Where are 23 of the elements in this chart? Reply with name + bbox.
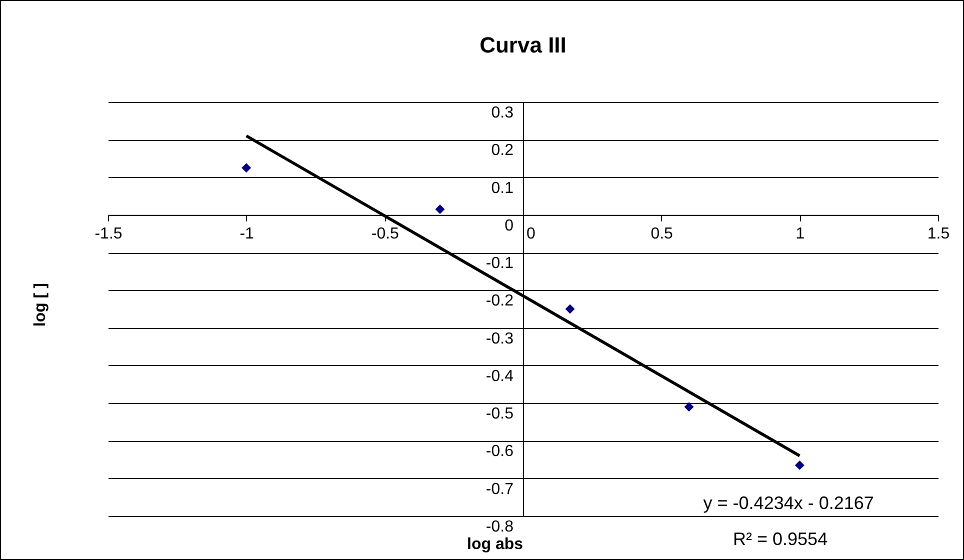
y-tick-label: 0.1 [491, 180, 514, 197]
y-tick-label: -0.5 [486, 406, 514, 423]
x-tick-label: 0.5 [650, 225, 674, 242]
x-axis-title: log abs [466, 536, 524, 553]
x-tick-label: 1 [796, 225, 805, 242]
y-tick-label: -0.3 [486, 330, 514, 348]
chart-title: Curva III [480, 32, 566, 58]
y-tick-label: -0.2 [486, 292, 514, 310]
x-tick-label: -0.5 [371, 225, 400, 242]
text: R² = 0.9554 [733, 529, 828, 549]
y-tick-label: 0.2 [491, 142, 514, 160]
annotation: y = -0.4234x - 0.2167 [703, 493, 874, 513]
y-tick-label: -0.7 [486, 480, 514, 498]
x-tick-label: 0 [526, 225, 536, 242]
x-tick-label: 1.5 [927, 225, 950, 242]
y-tick-label: -0.4 [486, 368, 514, 385]
y-tick-label: 0.3 [491, 104, 514, 122]
y-tick-label: -0.8 [486, 518, 514, 536]
x-tick-label: -1.5 [94, 225, 122, 242]
y-axis-title: log [ ] [32, 283, 49, 327]
x-tick-label: -1 [240, 225, 254, 242]
y-tick-label: -0.6 [486, 443, 514, 460]
y-tick-label: -0.1 [486, 255, 514, 272]
